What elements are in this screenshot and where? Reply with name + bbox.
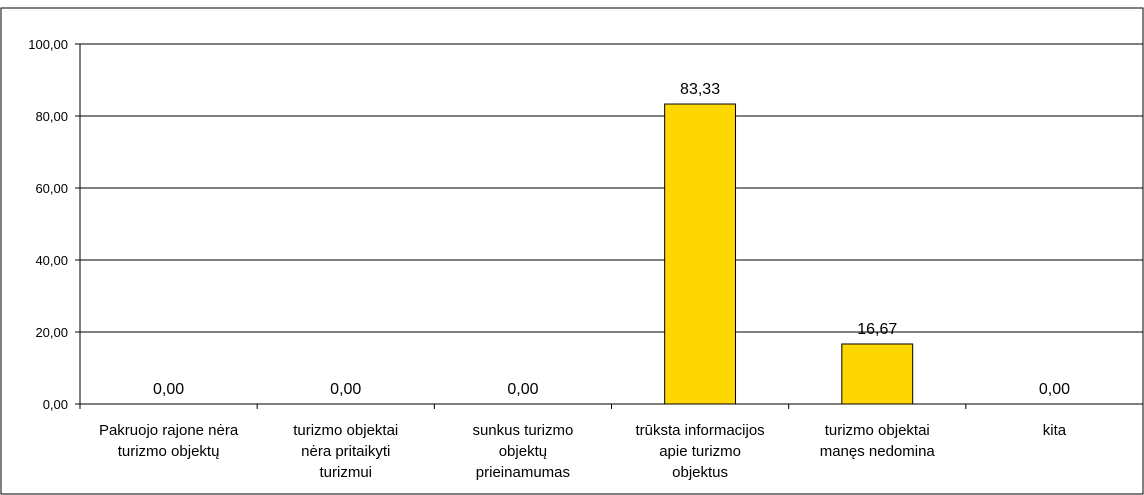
category-label-line: kita — [1043, 422, 1067, 439]
x-axis: Pakruojo rajone nėra turizmo objektų turiz… — [79, 403, 1144, 481]
category-label: trūksta informacijos apie turizmo objektus — [635, 422, 764, 481]
category-label: turizmo objektai manęs nedomina — [820, 422, 936, 460]
category-label-line: turizmui — [319, 464, 372, 481]
chart-border — [0, 7, 1144, 495]
category-label: turizmo objektai nėra pritaikyti turizmui — [293, 422, 398, 481]
category-label-line: turizmo objektai — [825, 422, 930, 439]
category-label-line: trūksta informacijos — [635, 422, 764, 439]
bar — [841, 343, 914, 405]
category-label-line: manęs nedomina — [820, 443, 936, 460]
y-tick-label: 60,00 — [35, 181, 68, 196]
data-label: 16,67 — [857, 321, 897, 338]
category-label: kita — [1043, 422, 1067, 439]
data-label: 0,00 — [507, 381, 538, 398]
y-tick-label: 20,00 — [35, 325, 68, 340]
category-label-line: apie turizmo — [659, 443, 741, 460]
y-tick-label: 40,00 — [35, 253, 68, 268]
data-label: 0,00 — [330, 381, 361, 398]
gridlines — [80, 43, 1143, 405]
category-label-line: nėra pritaikyti — [301, 443, 390, 460]
category-label-line: turizmo objektų — [118, 443, 220, 460]
category-label-line: objektų — [499, 443, 547, 460]
category-label-line: objektus — [672, 464, 728, 481]
category-label-line: Pakruojo rajone nėra — [99, 422, 239, 439]
bar — [664, 103, 737, 405]
bars — [664, 103, 914, 405]
data-label: 0,00 — [153, 381, 184, 398]
data-label: 0,00 — [1039, 381, 1070, 398]
y-tick-label: 0,00 — [43, 397, 68, 412]
data-labels: 0,00 0,00 0,00 83,33 16,67 0,00 — [153, 81, 1070, 398]
y-tick-label: 80,00 — [35, 109, 68, 124]
category-label-line: sunkus turizmo — [472, 422, 573, 439]
y-tick-label: 100,00 — [28, 37, 68, 52]
category-label-line: turizmo objektai — [293, 422, 398, 439]
y-axis: 0,00 20,00 40,00 60,00 80,00 100,00 — [28, 37, 81, 412]
category-label: sunkus turizmo objektų prieinamumas — [472, 422, 573, 481]
category-label-line: prieinamumas — [476, 464, 570, 481]
category-label: Pakruojo rajone nėra turizmo objektų — [99, 422, 239, 460]
data-label: 83,33 — [680, 81, 720, 98]
